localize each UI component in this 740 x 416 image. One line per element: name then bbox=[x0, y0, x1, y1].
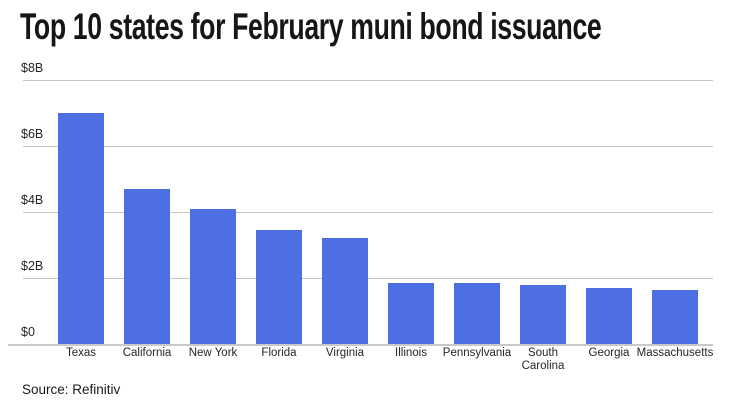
x-tick-label: Pennsylvania bbox=[443, 347, 511, 360]
x-tick-label-line: Massachusetts bbox=[636, 347, 714, 359]
x-tick-label: Massachusetts bbox=[637, 347, 714, 360]
gridline bbox=[23, 80, 713, 81]
bar-new-york bbox=[190, 208, 236, 344]
x-tick-label: Virginia bbox=[326, 347, 364, 360]
x-tick-label-line: Georgia bbox=[588, 347, 630, 359]
x-tick-label-line: Virginia bbox=[325, 347, 365, 359]
x-tick-label-line: Illinois bbox=[395, 347, 427, 359]
x-tick-label: Texas bbox=[66, 347, 96, 360]
gridline bbox=[23, 146, 713, 147]
x-tick-label-line: South bbox=[527, 347, 559, 359]
bar-california bbox=[124, 188, 170, 344]
source-attribution: Source: Refinitiv bbox=[22, 382, 121, 397]
y-tick-label: $6B bbox=[21, 127, 44, 141]
x-tick-label: New York bbox=[189, 347, 238, 360]
x-tick-label-line: Carolina bbox=[521, 360, 565, 372]
bar-massachusetts bbox=[652, 289, 698, 344]
x-tick-label: California bbox=[123, 347, 172, 360]
bar-illinois bbox=[388, 282, 434, 344]
bar-south-carolina bbox=[520, 284, 566, 344]
y-tick-label: $0 bbox=[21, 325, 35, 339]
y-tick-label: $8B bbox=[21, 61, 44, 75]
x-tick-label: Illinois bbox=[395, 347, 427, 360]
y-tick-label: $4B bbox=[21, 193, 44, 207]
y-tick-label: $2B bbox=[21, 259, 44, 273]
x-tick-label: Florida bbox=[261, 347, 296, 360]
bar-pennsylvania bbox=[454, 282, 500, 344]
x-tick-label-line: California bbox=[122, 347, 172, 359]
x-tick-label-line: New York bbox=[188, 347, 238, 359]
gridline bbox=[23, 278, 713, 279]
gridline bbox=[23, 212, 713, 213]
bar-florida bbox=[256, 230, 302, 344]
x-tick-label: South Carolina bbox=[522, 347, 565, 373]
bar-georgia bbox=[586, 287, 632, 344]
bar-texas bbox=[58, 113, 104, 344]
x-tick-label-line: Texas bbox=[65, 347, 97, 359]
bar-virginia bbox=[322, 238, 368, 344]
chart-title: Top 10 states for February muni bond iss… bbox=[20, 6, 602, 47]
x-tick-label-line: Florida bbox=[261, 347, 297, 359]
x-axis-line bbox=[8, 344, 713, 346]
x-tick-label-line: Pennsylvania bbox=[442, 347, 512, 359]
x-tick-label: Georgia bbox=[589, 347, 630, 360]
